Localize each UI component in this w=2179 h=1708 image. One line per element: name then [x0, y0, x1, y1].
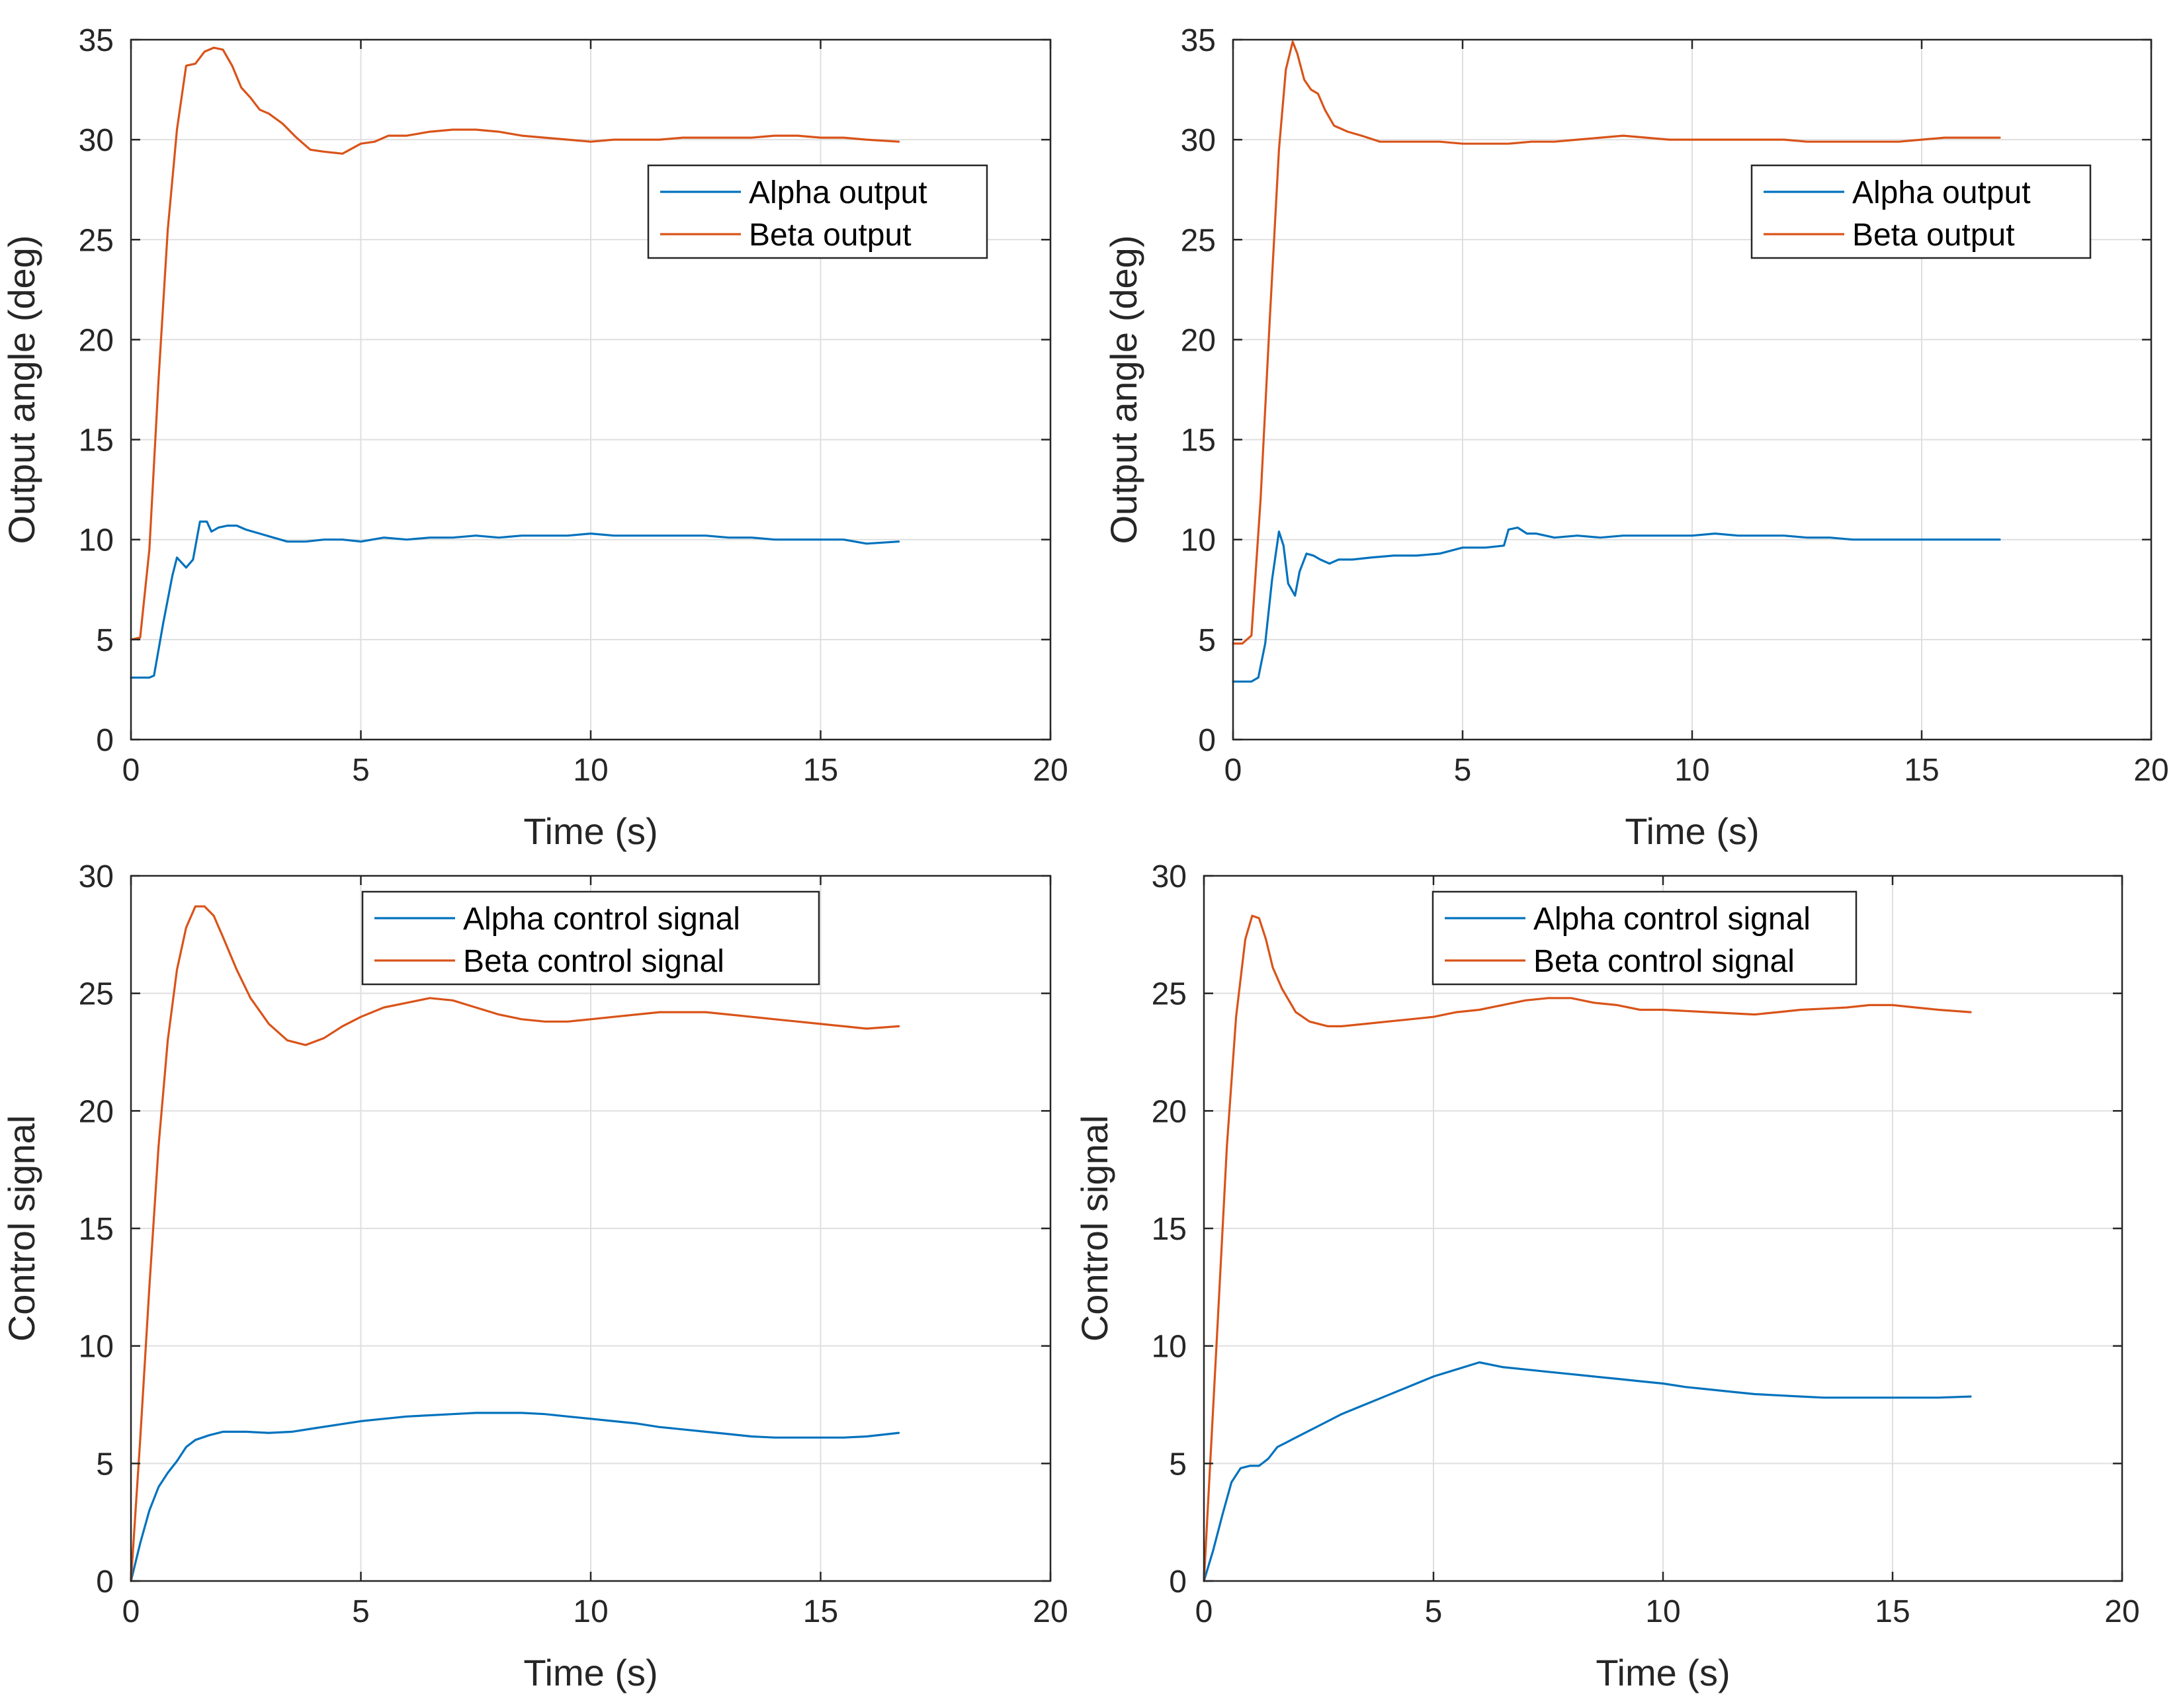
y-tick-label: 25 — [79, 223, 114, 258]
chart-panel-3: 0 5 10 15 20 0 5 10 15 20 25 30 Time (s) Control sign… — [1, 859, 1068, 1693]
chart-panel-2: 0 5 10 15 20 0 5 10 15 20 25 30 35 Time (s) Output ang… — [1103, 23, 2169, 852]
series-line-alpha — [1203, 1361, 1972, 1582]
legend: Alpha control signal Beta control signal — [361, 890, 820, 986]
y-tick-label: 30 — [79, 123, 114, 158]
x-tick-label: 15 — [1875, 1594, 1910, 1629]
y-tick-label: 15 — [79, 423, 114, 458]
series-line-alpha — [130, 520, 900, 679]
y-axis-label: Output angle (deg) — [1, 235, 42, 544]
y-tick-label: 10 — [79, 523, 114, 558]
x-tick-label: 15 — [1904, 753, 1939, 788]
y-tick-label: 20 — [1152, 1094, 1187, 1129]
y-tick-label: 0 — [1198, 723, 1216, 758]
legend: Alpha control signal Beta control signal — [1431, 890, 1858, 986]
x-tick-label: 15 — [803, 753, 838, 788]
legend-label: Alpha output — [749, 175, 927, 210]
series-line-beta — [130, 46, 900, 641]
y-tick-label: 15 — [1152, 1212, 1187, 1247]
legend: Alpha output Beta output — [647, 164, 988, 259]
legend-box — [361, 890, 820, 986]
x-axis-label: Time (s) — [523, 810, 658, 852]
y-tick-label: 5 — [1198, 623, 1216, 658]
y-tick-label: 0 — [1169, 1564, 1187, 1600]
x-tick-label: 15 — [803, 1594, 838, 1629]
legend-box — [1750, 164, 2092, 259]
series-line-alpha — [130, 1412, 900, 1582]
legend-box — [647, 164, 988, 259]
x-tick-label: 10 — [573, 753, 608, 788]
x-tick-label: 10 — [1674, 753, 1709, 788]
series-line-alpha — [1232, 526, 2001, 683]
legend-box — [1431, 890, 1858, 986]
legend: Alpha output Beta output — [1750, 164, 2092, 259]
x-tick-label: 5 — [352, 1594, 370, 1629]
y-tick-label: 15 — [79, 1212, 114, 1247]
x-tick-label: 10 — [1645, 1594, 1680, 1629]
y-axis-label: Output angle (deg) — [1103, 235, 1144, 544]
y-tick-label: 5 — [96, 1447, 114, 1482]
x-tick-label: 0 — [1224, 753, 1242, 788]
y-tick-label: 20 — [79, 1094, 114, 1129]
legend-label: Beta output — [1852, 218, 2015, 253]
x-tick-label: 20 — [1033, 1594, 1068, 1629]
x-tick-label: 5 — [1454, 753, 1472, 788]
x-tick-label: 10 — [573, 1594, 608, 1629]
series-line-beta — [1232, 40, 2001, 645]
y-tick-label: 0 — [96, 723, 114, 758]
x-tick-label: 20 — [1033, 753, 1068, 788]
y-tick-label: 35 — [1181, 23, 1216, 58]
y-tick-label: 35 — [79, 23, 114, 58]
legend-label: Beta control signal — [1533, 944, 1795, 979]
y-tick-label: 30 — [79, 859, 114, 894]
series-line-beta — [130, 905, 900, 1582]
chart-panel-1: 0 5 10 15 20 0 5 10 15 20 25 30 35 Time (s) Output ang… — [1, 23, 1068, 852]
x-tick-label: 0 — [122, 753, 140, 788]
y-tick-label: 25 — [1152, 977, 1187, 1012]
y-tick-label: 25 — [79, 977, 114, 1012]
x-tick-label: 5 — [1425, 1594, 1443, 1629]
y-axis-label: Control signal — [1074, 1115, 1115, 1342]
y-tick-label: 30 — [1181, 123, 1216, 158]
y-tick-label: 5 — [96, 623, 114, 658]
x-tick-label: 20 — [2133, 753, 2168, 788]
y-tick-label: 15 — [1181, 423, 1216, 458]
legend-label: Beta output — [749, 218, 912, 253]
x-axis-label: Time (s) — [1596, 1652, 1730, 1693]
y-tick-label: 20 — [79, 323, 114, 358]
y-tick-label: 10 — [79, 1330, 114, 1365]
x-tick-label: 0 — [1195, 1594, 1213, 1629]
x-tick-label: 0 — [122, 1594, 140, 1629]
x-tick-label: 20 — [2104, 1594, 2139, 1629]
y-axis-label: Control signal — [1, 1115, 42, 1342]
y-tick-label: 25 — [1181, 223, 1216, 258]
legend-label: Alpha output — [1852, 175, 2031, 210]
series-line-beta — [1203, 914, 1972, 1582]
y-tick-label: 20 — [1181, 323, 1216, 358]
chart-panel-4: 0 5 10 15 20 0 5 10 15 20 25 30 Time (s) Control sign… — [1074, 859, 2140, 1693]
y-tick-label: 0 — [96, 1564, 114, 1600]
y-tick-label: 10 — [1181, 523, 1216, 558]
y-tick-label: 30 — [1152, 859, 1187, 894]
x-axis-label: Time (s) — [1625, 810, 1759, 852]
y-tick-label: 5 — [1169, 1447, 1187, 1482]
legend-label: Beta control signal — [463, 944, 724, 979]
y-tick-label: 10 — [1152, 1330, 1187, 1365]
legend-label: Alpha control signal — [1533, 902, 1811, 937]
x-tick-label: 5 — [352, 753, 370, 788]
legend-label: Alpha control signal — [463, 902, 740, 937]
x-axis-label: Time (s) — [523, 1652, 658, 1693]
